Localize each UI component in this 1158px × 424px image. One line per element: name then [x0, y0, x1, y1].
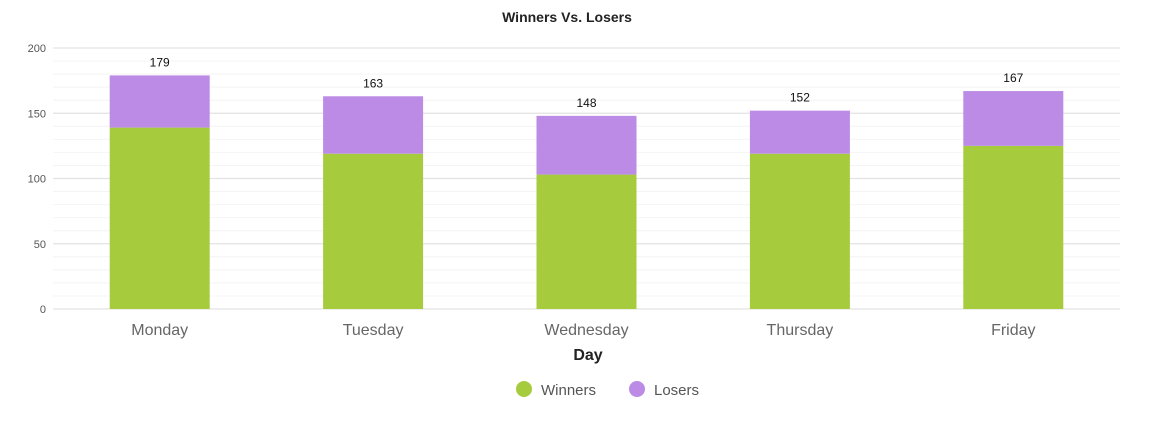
x-axis-ticks: Monday Tuesday Wednesday Thursday Friday [131, 322, 1035, 339]
y-axis-ticks: 0 50 100 150 200 [28, 43, 46, 316]
bar-winners-tuesday[interactable] [323, 153, 424, 309]
legend-label: Winners [541, 382, 596, 399]
bar-losers-wednesday[interactable] [536, 115, 637, 175]
bar-winners-thursday[interactable] [749, 153, 850, 309]
x-axis-label: Day [573, 347, 602, 364]
x-tick-label: Wednesday [544, 322, 628, 339]
y-tick-label: 0 [40, 304, 46, 316]
x-tick-label: Monday [131, 322, 188, 339]
total-data-label: 148 [576, 96, 596, 110]
y-tick-label: 150 [28, 108, 46, 120]
bar-losers-thursday[interactable] [749, 110, 850, 154]
y-tick-label: 100 [28, 174, 46, 186]
legend-item-winners[interactable]: Winners [516, 381, 596, 399]
bar-losers-monday[interactable] [109, 75, 210, 128]
total-data-label: 179 [150, 55, 170, 69]
bar-winners-wednesday[interactable] [536, 174, 637, 309]
data-labels: 179 163 148 152 167 [150, 55, 1024, 109]
y-tick-label: 50 [34, 239, 46, 251]
bars [109, 75, 1064, 309]
total-data-label: 152 [790, 91, 810, 105]
bar-losers-tuesday[interactable] [323, 96, 424, 154]
x-tick-label: Tuesday [343, 322, 404, 339]
y-tick-label: 200 [28, 43, 46, 55]
legend-label: Losers [654, 382, 699, 399]
total-data-label: 163 [363, 76, 383, 90]
x-tick-label: Friday [991, 322, 1035, 339]
total-data-label: 167 [1003, 71, 1023, 85]
bar-losers-friday[interactable] [963, 91, 1064, 146]
legend[interactable]: Winners Losers [516, 381, 699, 399]
bar-winners-monday[interactable] [109, 127, 210, 309]
legend-marker [629, 381, 645, 397]
chart-title: Winners Vs. Losers [502, 9, 632, 25]
bar-winners-friday[interactable] [963, 145, 1064, 309]
legend-item-losers[interactable]: Losers [629, 381, 699, 399]
legend-marker [516, 381, 532, 397]
x-tick-label: Thursday [767, 322, 834, 339]
